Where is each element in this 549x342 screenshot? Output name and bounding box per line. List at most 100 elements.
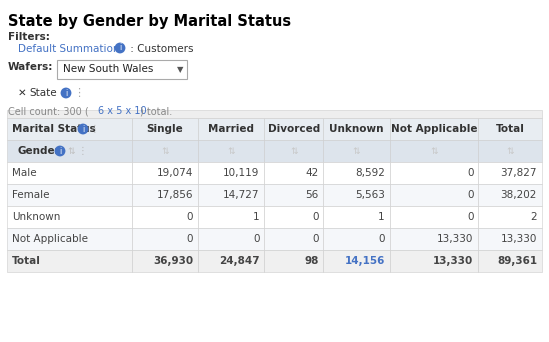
Text: 98: 98	[304, 256, 318, 266]
Text: 6 x 5 x 10: 6 x 5 x 10	[98, 106, 147, 116]
Text: ⋮: ⋮	[78, 146, 88, 156]
Text: ⇅: ⇅	[353, 146, 360, 156]
Bar	[323, 118, 390, 140]
Bar	[390, 118, 479, 140]
Text: 0: 0	[187, 234, 193, 244]
Text: i: i	[65, 89, 67, 97]
Bar	[323, 162, 390, 184]
Text: 13,330: 13,330	[501, 234, 537, 244]
Bar	[7, 140, 132, 162]
Bar	[7, 206, 132, 228]
Bar	[323, 184, 390, 206]
Text: ▼: ▼	[177, 66, 183, 75]
Text: Divorced: Divorced	[268, 124, 320, 134]
Text: 13,330: 13,330	[433, 256, 473, 266]
Text: ⇅: ⇅	[161, 146, 169, 156]
Text: 0: 0	[312, 234, 318, 244]
Text: Marital Status: Marital Status	[12, 124, 96, 134]
Text: 1: 1	[253, 212, 260, 222]
Bar	[198, 228, 265, 250]
Text: 56: 56	[305, 190, 318, 200]
Bar	[479, 250, 542, 272]
Bar	[132, 228, 198, 250]
Bar	[7, 228, 132, 250]
Text: 37,827: 37,827	[501, 168, 537, 178]
Bar	[323, 228, 390, 250]
Text: ) total.: ) total.	[140, 106, 172, 116]
Text: 8,592: 8,592	[355, 168, 385, 178]
Text: ⋮: ⋮	[73, 88, 84, 98]
Text: 1: 1	[378, 212, 385, 222]
Text: 38,202: 38,202	[501, 190, 537, 200]
Bar	[132, 162, 198, 184]
Bar	[198, 140, 265, 162]
Bar	[390, 162, 479, 184]
Bar	[323, 140, 390, 162]
Text: 0: 0	[187, 212, 193, 222]
Bar	[57, 60, 187, 79]
Bar	[198, 162, 265, 184]
Text: Cell count: 300 (: Cell count: 300 (	[8, 106, 89, 116]
Text: 0: 0	[378, 234, 385, 244]
Text: Not Applicable: Not Applicable	[391, 124, 478, 134]
Bar	[265, 162, 323, 184]
Bar	[265, 184, 323, 206]
Text: Wafers:: Wafers:	[8, 62, 53, 72]
Bar	[390, 228, 479, 250]
Text: ✕: ✕	[18, 88, 27, 98]
Bar	[7, 118, 132, 140]
Text: i: i	[82, 124, 84, 133]
Bar	[479, 118, 542, 140]
Text: State by Gender by Marital Status: State by Gender by Marital Status	[8, 14, 291, 29]
Text: Not Applicable: Not Applicable	[12, 234, 88, 244]
Bar	[390, 250, 479, 272]
Text: Unknown: Unknown	[329, 124, 384, 134]
Bar	[323, 250, 390, 272]
Text: State: State	[29, 88, 57, 98]
Text: Female: Female	[12, 190, 49, 200]
Text: ⇅: ⇅	[290, 146, 298, 156]
Bar	[479, 206, 542, 228]
Text: 5,563: 5,563	[355, 190, 385, 200]
Text: 42: 42	[305, 168, 318, 178]
Text: i: i	[119, 43, 121, 53]
Text: 17,856: 17,856	[156, 190, 193, 200]
Text: Male: Male	[12, 168, 37, 178]
Text: Total: Total	[496, 124, 525, 134]
Bar	[265, 250, 323, 272]
Text: 0: 0	[467, 212, 473, 222]
Bar	[132, 118, 198, 140]
Bar	[479, 184, 542, 206]
Bar	[7, 162, 132, 184]
Text: ⇅: ⇅	[430, 146, 438, 156]
Bar	[132, 140, 198, 162]
Text: 0: 0	[467, 190, 473, 200]
Text: 14,156: 14,156	[344, 256, 385, 266]
Text: Total: Total	[12, 256, 41, 266]
Text: 14,727: 14,727	[223, 190, 260, 200]
Text: ⇅: ⇅	[507, 146, 514, 156]
Text: Filters:: Filters:	[8, 32, 50, 42]
Text: Married: Married	[208, 124, 254, 134]
Text: 24,847: 24,847	[219, 256, 260, 266]
Bar	[265, 118, 323, 140]
Bar	[7, 250, 132, 272]
Text: 10,119: 10,119	[223, 168, 260, 178]
Text: Gender: Gender	[17, 146, 60, 156]
Text: 0: 0	[312, 212, 318, 222]
Text: 2: 2	[530, 212, 537, 222]
Bar	[198, 206, 265, 228]
Bar	[265, 140, 323, 162]
Bar	[390, 206, 479, 228]
Text: Unknown: Unknown	[12, 212, 60, 222]
Bar	[479, 228, 542, 250]
Bar	[479, 140, 542, 162]
Bar	[479, 162, 542, 184]
Text: ⋮: ⋮	[90, 124, 100, 134]
Text: 0: 0	[467, 168, 473, 178]
Text: 0: 0	[253, 234, 260, 244]
Bar	[390, 140, 479, 162]
Bar	[198, 184, 265, 206]
Bar	[132, 250, 198, 272]
Bar	[7, 184, 132, 206]
